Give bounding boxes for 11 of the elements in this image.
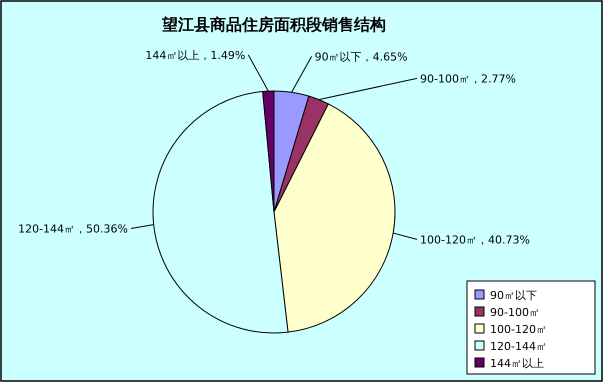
legend-label: 90㎡以下 [490, 289, 537, 302]
data-label: 120-144㎡，50.36% [18, 222, 128, 236]
chart-title: 望江县商品住房面积段销售结构 [161, 15, 386, 34]
data-label: 90-100㎡，2.77% [420, 72, 516, 86]
data-label: 144㎡以上，1.49% [145, 48, 246, 62]
data-label: 90㎡以下，4.65% [314, 50, 408, 64]
legend-label: 144㎡以上 [490, 357, 544, 370]
legend-label: 100-120㎡ [490, 323, 547, 336]
legend-label: 120-144㎡ [490, 340, 547, 353]
legend-label: 90-100㎡ [490, 306, 540, 319]
data-label: 100-120㎡，40.73% [420, 233, 530, 246]
